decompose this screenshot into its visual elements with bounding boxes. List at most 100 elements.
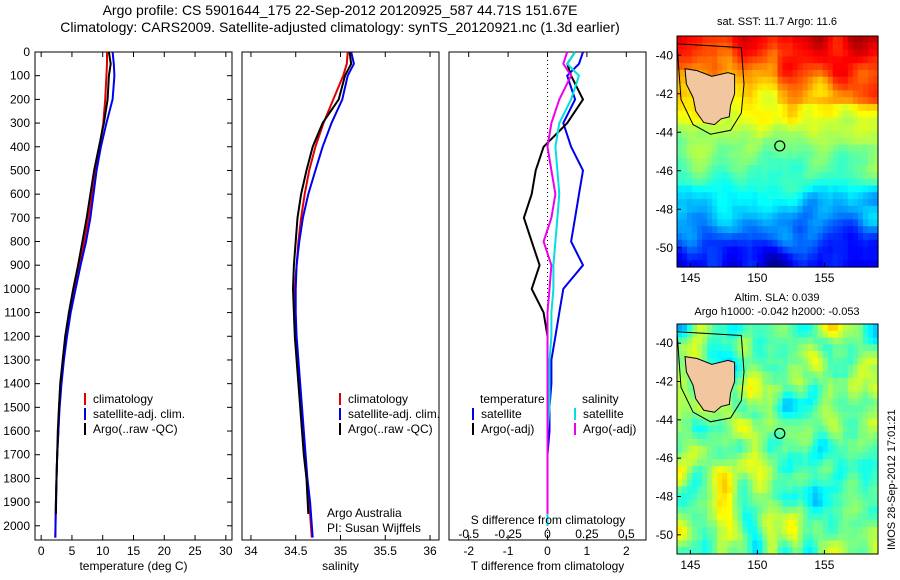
heatmap-cell [682,117,688,125]
heatmap-cell [717,405,723,413]
heatmap-cell [812,351,819,359]
heatmap-cell [717,520,723,528]
heatmap-cell [682,357,688,366]
heatmap-cell [802,364,809,372]
heatmap-cell [742,324,748,332]
heatmap-cell [817,185,824,193]
heatmap-cell [762,425,769,433]
heatmap-cell [842,42,849,51]
heatmap-cell [792,151,799,159]
heatmap-cell [827,337,834,345]
heatmap-cell [867,76,874,85]
heatmap-cell [817,324,824,332]
heatmap-cell [737,378,743,386]
heatmap-cell [827,56,834,64]
heatmap-cell [752,493,759,501]
heatmap-cell [697,219,703,227]
heatmap-cell [867,506,874,515]
heatmap-cell [757,324,764,332]
heatmap-cell [702,337,708,345]
heatmap-cell [707,124,713,132]
heatmap-cell [742,513,748,521]
heatmap-cell [872,540,879,548]
heatmap-cell [842,165,849,173]
heatmap-cell [872,49,879,57]
heatmap-cell [752,219,759,227]
heatmap-cell [772,506,779,515]
heatmap-cell [747,452,753,460]
heatmap-cell [837,493,844,501]
heatmap-cell [832,63,839,71]
heatmap-cell [827,103,834,112]
heatmap-cell [857,144,864,153]
heatmap-cell [792,493,799,501]
heatmap-cell [802,493,809,501]
heatmap-cell [842,151,849,159]
heatmap-cell [722,466,728,474]
heatmap-cell [827,439,834,447]
heatmap-cell [792,445,799,454]
heatmap-cell [767,391,774,400]
heatmap-cell [737,405,743,413]
heatmap-cell [847,466,854,474]
heatmap-cell [702,445,708,454]
heatmap-cell [792,36,799,44]
heatmap-cell [857,124,864,132]
heatmap-cell [757,233,764,241]
heatmap-cell [847,137,854,146]
heatmap-cell [832,83,839,91]
x-tick-label: 150 [747,558,767,572]
heatmap-cell [767,364,774,372]
heatmap-cell [837,371,844,379]
heatmap-cell [777,459,784,467]
heatmap-cell [762,83,769,91]
heatmap-cell [732,445,738,454]
heatmap-cell [687,56,693,64]
heatmap-cell [752,144,759,153]
heatmap-cell [872,378,879,386]
heatmap-cell [802,526,809,535]
heatmap-cell [812,452,819,460]
heatmap-cell [807,69,814,78]
top-tick-label: 0.25 [575,527,599,541]
heatmap-cell [797,239,804,248]
heatmap-cell [777,171,784,180]
heatmap-cell [677,418,683,427]
x-tick-label: 36 [423,544,437,558]
heatmap-cell [697,445,703,454]
heatmap-cell [692,351,698,359]
heatmap-cell [862,540,869,548]
heatmap-cell [777,533,784,542]
heatmap-cell [777,540,784,548]
heatmap-cell [827,425,834,433]
heatmap-cell [867,324,874,332]
heatmap-cell [787,97,794,105]
heatmap-cell [797,459,804,467]
heatmap-cell [782,378,789,386]
heatmap-cell [727,117,733,125]
heatmap-cell [717,253,723,261]
heatmap-cell [812,364,819,372]
heatmap-cell [852,63,859,71]
heatmap-cell [692,405,698,413]
heatmap-cell [792,97,799,105]
heatmap-cell [792,131,799,139]
heatmap-cell [822,212,829,221]
heatmap-cell [772,364,779,372]
heatmap-cell [802,90,809,98]
heatmap-cell [847,526,854,535]
heatmap-cell [727,212,733,221]
heatmap-cell [792,76,799,85]
heatmap-cell [742,526,748,535]
heatmap-cell [817,253,824,261]
heatmap-cell [757,344,764,352]
heatmap-cell [857,432,864,440]
heatmap-cell [872,520,879,528]
heatmap-cell [677,351,683,359]
heatmap-cell [757,371,764,379]
heatmap-cell [832,472,839,481]
heatmap-cell [822,239,829,248]
heatmap-cell [757,97,764,105]
heatmap-cell [722,178,728,187]
